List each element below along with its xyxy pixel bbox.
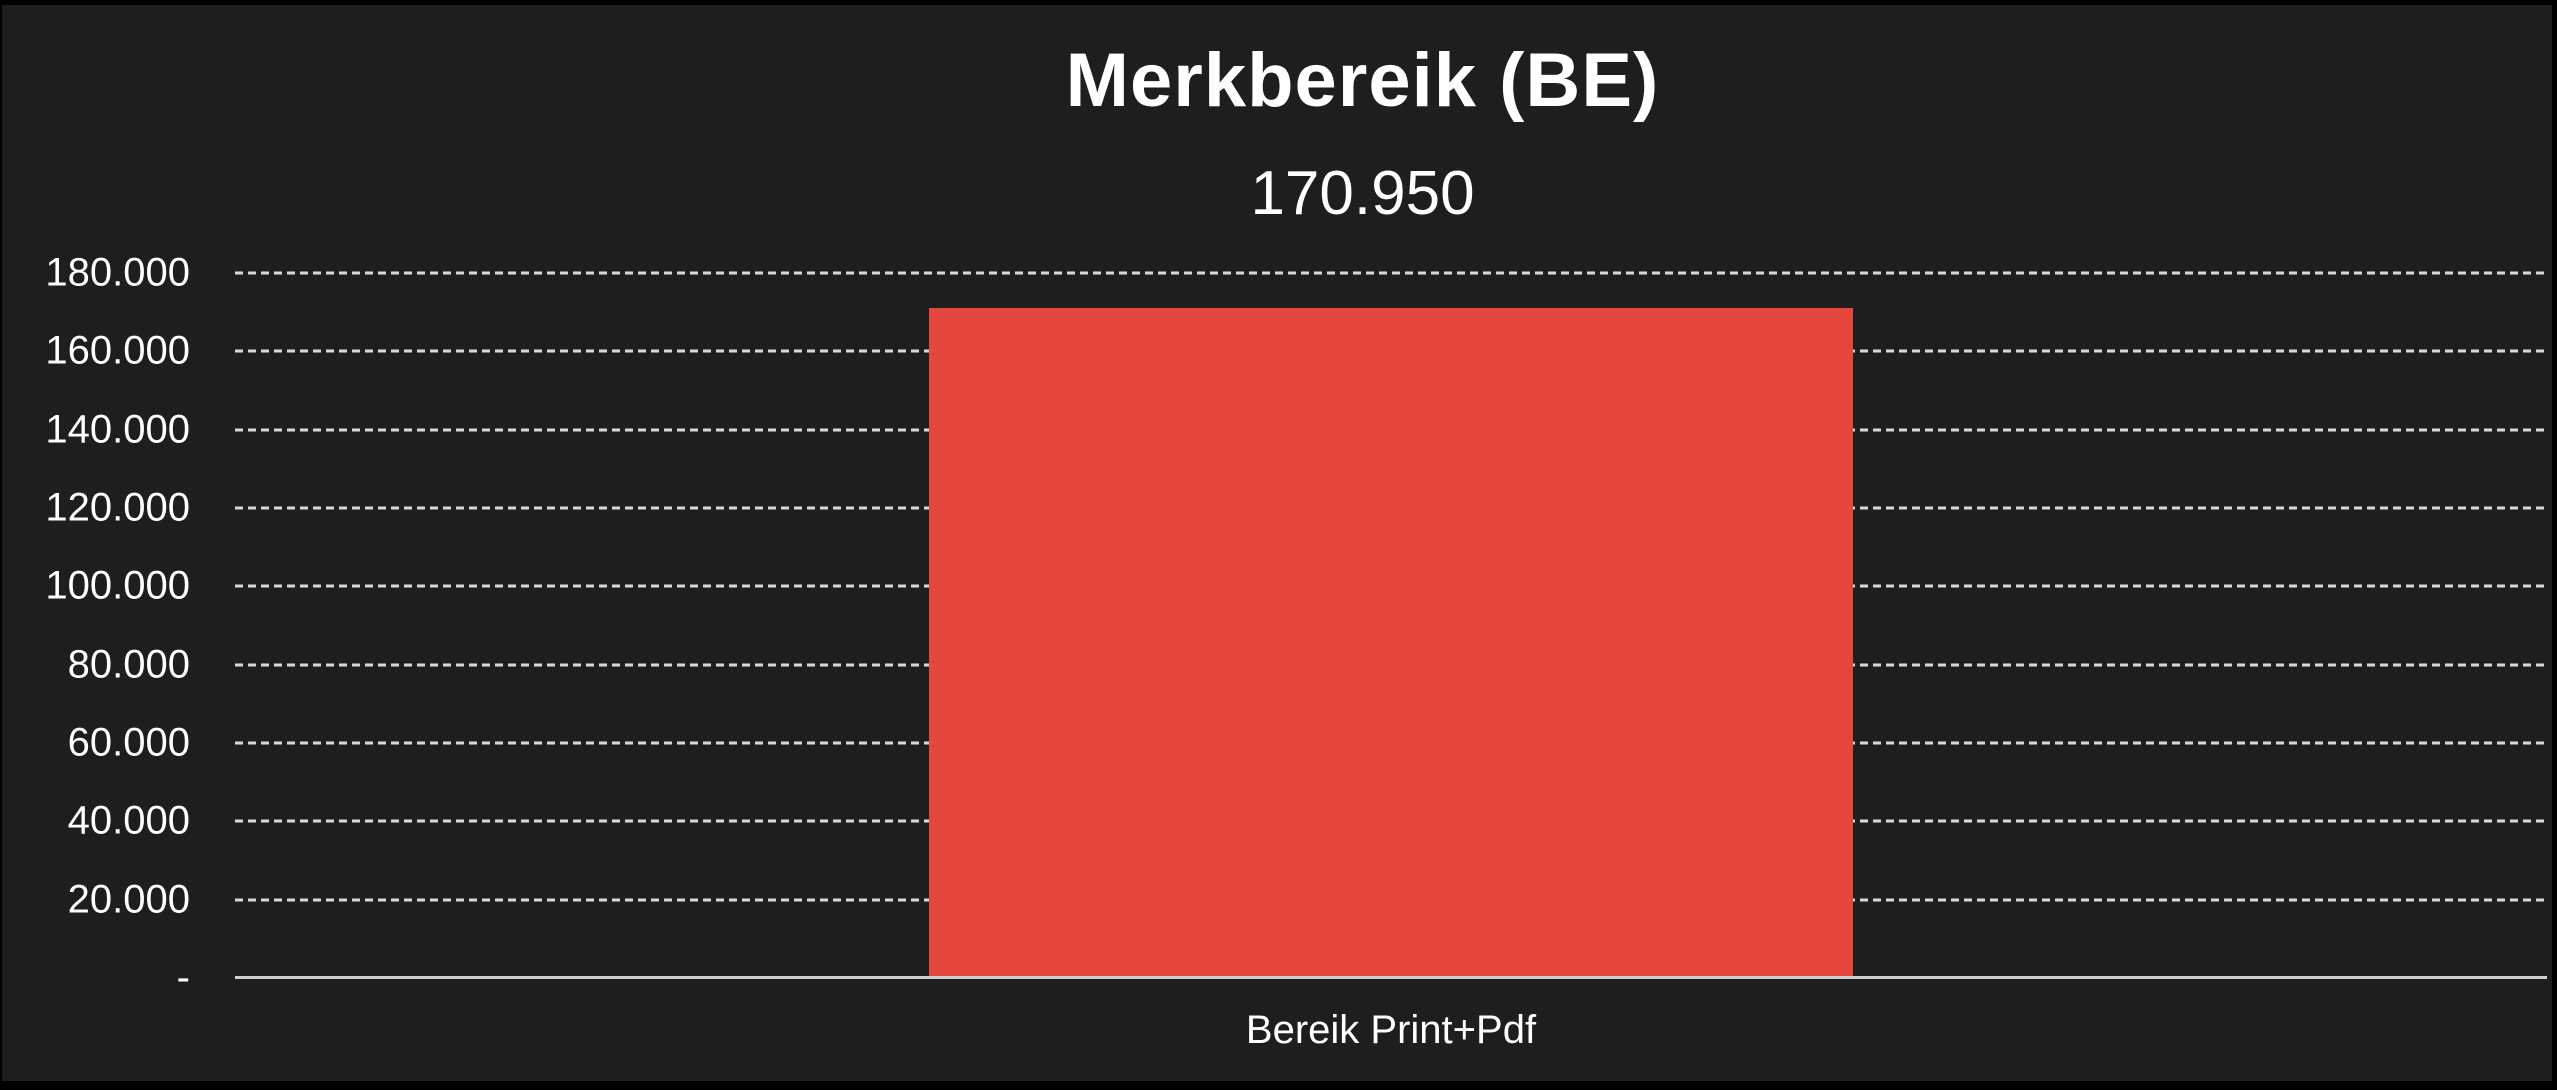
y-tick-label: 80.000 [67, 642, 190, 687]
y-tick-label: 40.000 [67, 798, 190, 843]
plot-area [235, 271, 2547, 979]
chart-title: Merkbereik (BE) [1065, 38, 1660, 123]
y-tick-label: - [176, 955, 190, 1000]
gridline [235, 271, 2547, 275]
y-tick-label: 100.000 [45, 563, 190, 608]
bar-bereik-print-pdf[interactable] [928, 308, 1854, 978]
x-axis-category-label: Bereik Print+Pdf [1245, 1008, 1537, 1052]
y-tick-label: 120.000 [45, 485, 190, 530]
y-tick-label: 140.000 [45, 407, 190, 452]
chart-value-subtitle: 170.950 [1250, 159, 1475, 228]
y-tick-label: 160.000 [45, 328, 190, 373]
y-tick-label: 60.000 [67, 720, 190, 765]
y-tick-label: 20.000 [67, 877, 190, 922]
x-axis-line [235, 976, 2547, 979]
bar-chart-canvas: Merkbereik (BE) 170.950 180.000 160.000 14… [2, 5, 2552, 1081]
y-tick-label: 180.000 [45, 250, 190, 295]
y-axis: 180.000 160.000 140.000 120.000 100.000 80.00… [2, 251, 190, 1000]
